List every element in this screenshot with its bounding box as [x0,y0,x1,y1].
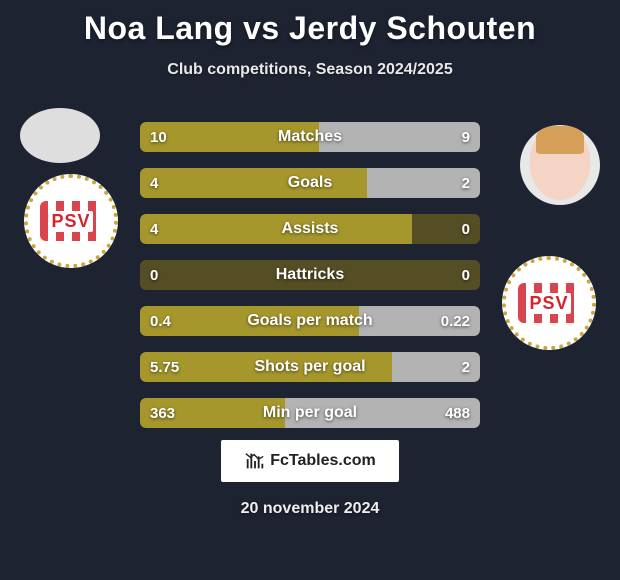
metric-label: Shots per goal [140,352,480,382]
club-logo-left: PSV [24,174,118,268]
metric-value-right: 9 [462,122,470,152]
metric-value-left: 10 [150,122,167,152]
metric-label: Hattricks [140,260,480,290]
metric-value-left: 363 [150,398,175,428]
metric-value-left: 4 [150,168,158,198]
metric-value-right: 0.22 [441,306,470,336]
player-left-photo [20,108,100,163]
metric-value-right: 0 [462,214,470,244]
metric-label: Assists [140,214,480,244]
player-right-name: Jerdy Schouten [289,10,536,46]
metric-value-right: 2 [462,352,470,382]
club-logo-right: PSV [502,256,596,350]
metric-value-right: 0 [462,260,470,290]
metric-label: Matches [140,122,480,152]
metric-value-left: 0 [150,260,158,290]
metric-value-left: 4 [150,214,158,244]
metric-row: Goals4 2 [140,168,480,198]
metric-row: Matches10 9 [140,122,480,152]
metric-value-left: 0.4 [150,306,171,336]
comparison-bars: Matches109Goals42Assists40Hattricks00Goa… [140,122,480,444]
vs-label: vs [243,10,280,46]
player-left-name: Noa Lang [84,10,234,46]
chart-icon [244,450,266,472]
metric-label: Min per goal [140,398,480,428]
metric-row: Hattricks0 0 [140,260,480,290]
competition-subtitle: Club competitions, Season 2024/2025 [0,61,620,79]
metric-label: Goals per match [140,306,480,336]
metric-row: Min per goal363 488 [140,398,480,428]
metric-value-right: 2 [462,168,470,198]
page-title: Noa Lang vs Jerdy Schouten [0,0,620,47]
metric-value-right: 488 [445,398,470,428]
club-left-code: PSV [49,211,92,232]
metric-row: Goals per match0.4 0.22 [140,306,480,336]
footer-date: 20 november 2024 [0,500,620,518]
metric-label: Goals [140,168,480,198]
brand-name: FcTables.com [270,452,376,470]
brand-logo: FcTables.com [221,440,399,482]
metric-value-left: 5.75 [150,352,179,382]
club-right-code: PSV [527,293,570,314]
player-right-photo [520,125,600,205]
metric-row: Assists4 0 [140,214,480,244]
metric-row: Shots per goal5.75 2 [140,352,480,382]
